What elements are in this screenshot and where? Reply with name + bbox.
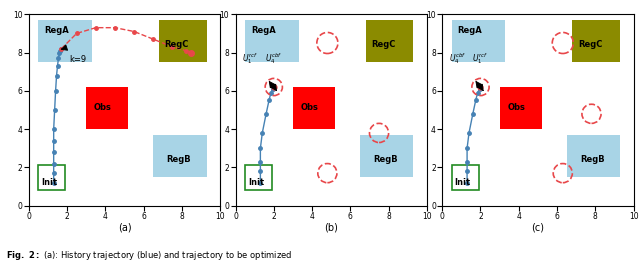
- Text: Init: Init: [41, 178, 58, 187]
- Text: RegB: RegB: [373, 155, 398, 164]
- Text: RegA: RegA: [251, 26, 276, 36]
- Text: RegC: RegC: [578, 40, 602, 49]
- Text: k=9: k=9: [69, 55, 86, 64]
- X-axis label: (a): (a): [118, 222, 131, 232]
- X-axis label: (b): (b): [324, 222, 338, 232]
- Bar: [360, 135, 413, 177]
- Bar: [572, 20, 620, 62]
- X-axis label: (c): (c): [531, 222, 545, 232]
- Text: Obs: Obs: [508, 103, 525, 112]
- Bar: [500, 87, 541, 129]
- Text: $U_1^{rcf}$: $U_1^{rcf}$: [472, 51, 488, 66]
- Bar: [86, 87, 129, 129]
- Bar: [38, 20, 92, 62]
- Bar: [153, 135, 207, 177]
- Text: RegA: RegA: [44, 26, 69, 36]
- Text: RegC: RegC: [371, 40, 396, 49]
- Text: Obs: Obs: [301, 103, 319, 112]
- Bar: [566, 135, 620, 177]
- Bar: [245, 20, 299, 62]
- Bar: [159, 20, 207, 62]
- Bar: [452, 20, 506, 62]
- Bar: [365, 20, 413, 62]
- Text: $U_4^{cbf}$: $U_4^{cbf}$: [265, 51, 282, 66]
- Text: $U_4^{cbf}$: $U_4^{cbf}$: [449, 51, 466, 66]
- Text: Obs: Obs: [94, 103, 112, 112]
- Bar: [245, 165, 272, 190]
- Text: $\mathbf{Fig.\ 2:}$ (a): History trajectory (blue) and trajectory to be optimize: $\mathbf{Fig.\ 2:}$ (a): History traject…: [6, 249, 292, 262]
- Text: RegA: RegA: [458, 26, 483, 36]
- Text: Init: Init: [454, 178, 471, 187]
- Text: Init: Init: [248, 178, 264, 187]
- Text: $U_1^{rcf}$: $U_1^{rcf}$: [242, 51, 258, 66]
- Bar: [293, 87, 335, 129]
- Text: RegB: RegB: [580, 155, 605, 164]
- Text: RegB: RegB: [166, 155, 191, 164]
- Bar: [38, 165, 65, 190]
- Bar: [452, 165, 479, 190]
- Text: RegC: RegC: [164, 40, 189, 49]
